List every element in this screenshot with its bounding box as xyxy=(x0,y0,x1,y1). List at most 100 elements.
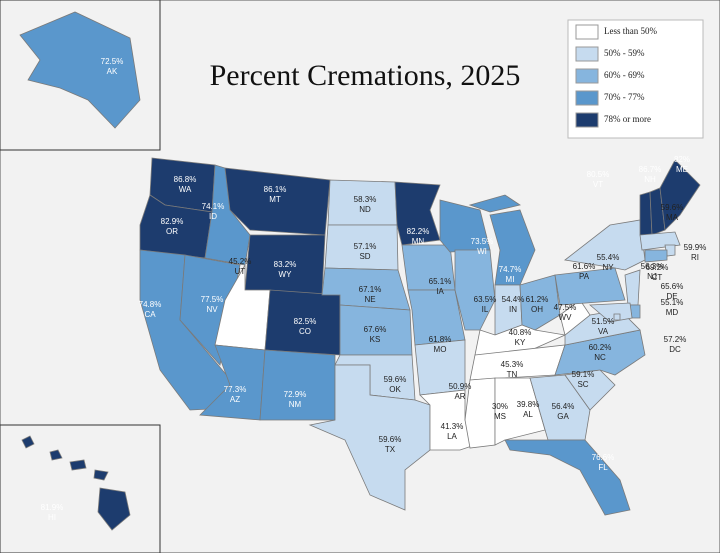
state-value-label: 39.8% xyxy=(517,400,540,409)
state-abbr: PA xyxy=(579,272,590,281)
state-value-label: 41.3% xyxy=(441,422,464,431)
state-value-label: 82% xyxy=(674,155,690,164)
state-value-label: 72.9% xyxy=(284,390,307,399)
state-abbr: LA xyxy=(447,432,457,441)
state-shape xyxy=(504,439,631,516)
state-value-label: 82.2% xyxy=(407,227,430,236)
state-value-label: 72.5% xyxy=(101,57,124,66)
legend-swatch xyxy=(575,68,599,84)
state-shape xyxy=(224,167,331,236)
legend-label: 70% - 77% xyxy=(604,92,645,102)
state-abbr: ME xyxy=(676,165,688,174)
state-value-label: 45.2% xyxy=(229,257,252,266)
state-shape xyxy=(468,194,521,213)
legend-swatch xyxy=(575,112,599,128)
states xyxy=(19,11,701,531)
state-abbr: CO xyxy=(299,327,311,336)
state-shape xyxy=(559,299,591,336)
state-shape xyxy=(464,377,496,449)
state-abbr: KS xyxy=(370,335,381,344)
state-abbr: FL xyxy=(598,463,608,472)
state-abbr: WV xyxy=(559,313,573,322)
state-value-label: 61.8% xyxy=(429,335,452,344)
state-value-label: 59.6% xyxy=(379,435,402,444)
state-shape xyxy=(519,274,561,331)
legend-label: 50% - 59% xyxy=(604,48,645,58)
state-value-label: 86.7% xyxy=(639,165,662,174)
state-value-label: 51.5% xyxy=(592,317,615,326)
state-value-label: 80.5% xyxy=(587,170,610,179)
state-value-label: 57.1% xyxy=(354,242,377,251)
legend-swatch xyxy=(575,46,599,62)
state-value-label: 74.8% xyxy=(139,300,162,309)
state-abbr: AL xyxy=(523,410,533,419)
state-value-label: 67.1% xyxy=(359,285,382,294)
state-abbr: MD xyxy=(666,308,679,317)
state-value-label: 77.5% xyxy=(201,295,224,304)
state-abbr: CT xyxy=(652,273,663,282)
state-value-label: 59.1% xyxy=(572,370,595,379)
state-abbr: NM xyxy=(289,400,302,409)
state-value-label: 47.5% xyxy=(554,303,577,312)
state-abbr: NV xyxy=(206,305,218,314)
state-abbr: RI xyxy=(691,253,699,262)
state-abbr: CA xyxy=(144,310,156,319)
state-shape xyxy=(644,249,668,263)
state-value-label: 63.5% xyxy=(474,295,497,304)
state-value-label: 83.2% xyxy=(274,260,297,269)
state-abbr: NC xyxy=(594,353,606,362)
state-value-label: 61.6% xyxy=(573,262,596,271)
state-value-label: 55.4% xyxy=(597,253,620,262)
state-value-label: 77.3% xyxy=(224,385,247,394)
state-labels: 72.5%AK 81.9%HI 86.8%WA 82.9%OR 74.8%CA 77.5%… xyxy=(41,57,707,522)
state-abbr: WA xyxy=(179,185,192,194)
state-abbr: NE xyxy=(364,295,375,304)
state-abbr: OH xyxy=(531,305,543,314)
state-abbr: SC xyxy=(577,380,588,389)
legend-swatch xyxy=(575,24,599,40)
state-abbr: AR xyxy=(454,392,465,401)
state-value-label: 60.2% xyxy=(589,343,612,352)
state-abbr: TN xyxy=(507,370,518,379)
state-value-label: 65.1% xyxy=(429,277,452,286)
state-abbr: ND xyxy=(359,205,371,214)
legend-label: 60% - 69% xyxy=(604,70,645,80)
state-value-label: 50.9% xyxy=(449,382,472,391)
state-value-label: 56.4% xyxy=(552,402,575,411)
state-abbr: SD xyxy=(359,252,370,261)
state-value-label: 65.6% xyxy=(661,282,684,291)
state-abbr: MO xyxy=(434,345,447,354)
state-shape xyxy=(69,459,87,471)
state-shape xyxy=(588,302,633,323)
state-abbr: MN xyxy=(412,237,425,246)
state-value-label: 76.6% xyxy=(592,453,615,462)
state-abbr: AZ xyxy=(230,395,240,404)
state-abbr: MI xyxy=(506,275,515,284)
state-abbr: DE xyxy=(666,292,677,301)
state-abbr: HI xyxy=(48,513,56,522)
state-value-label: 59.9% xyxy=(684,243,707,252)
state-value-label: 86.1% xyxy=(264,185,287,194)
state-abbr: IA xyxy=(436,287,444,296)
state-abbr: IL xyxy=(482,305,489,314)
legend: Less than 50% 50% - 59% 60% - 69% 70% - 77%… xyxy=(575,24,657,128)
state-shape xyxy=(613,313,621,321)
state-abbr: MS xyxy=(494,412,506,421)
state-shape xyxy=(308,364,431,511)
state-abbr: MT xyxy=(269,195,281,204)
state-abbr: KY xyxy=(515,338,526,347)
state-abbr: TX xyxy=(385,445,396,454)
state-abbr: DC xyxy=(669,345,681,354)
state-abbr: NH xyxy=(644,175,656,184)
state-value-label: 30% xyxy=(492,402,508,411)
state-shape xyxy=(93,469,109,481)
state-value-label: 73.5% xyxy=(471,237,494,246)
state-value-label: 82.5% xyxy=(294,317,317,326)
state-abbr: VA xyxy=(598,327,609,336)
state-abbr: NJ xyxy=(647,272,657,281)
state-shape xyxy=(624,269,641,306)
map-title: Percent Cremations, 2025 xyxy=(210,59,521,92)
state-value-label: 67.6% xyxy=(364,325,387,334)
state-abbr: NY xyxy=(602,263,614,272)
state-abbr: VT xyxy=(593,180,603,189)
